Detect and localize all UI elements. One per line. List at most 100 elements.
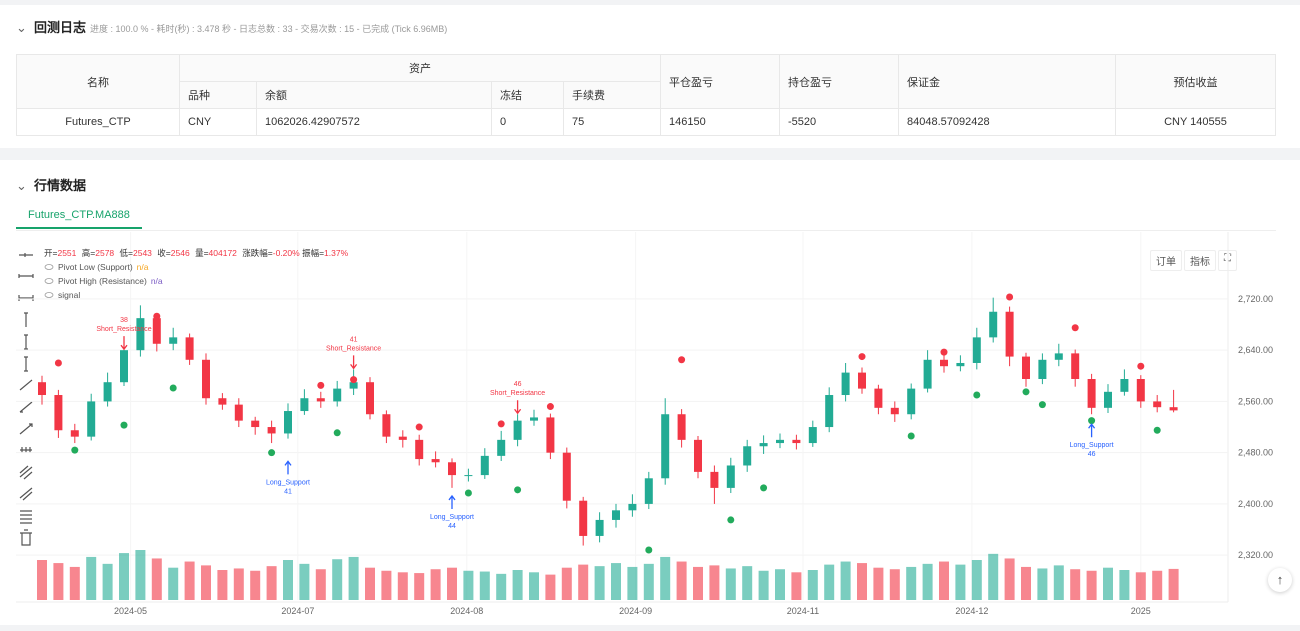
volume-bar bbox=[233, 568, 244, 600]
candle-body bbox=[234, 404, 243, 421]
series-name: Pivot High (Resistance) bbox=[58, 276, 147, 286]
symbol-tab[interactable]: Futures_CTP.MA888 bbox=[16, 203, 142, 229]
volume-bar bbox=[397, 572, 408, 600]
pivot-dot bbox=[760, 484, 768, 492]
x-tick-label: 2024-09 bbox=[619, 606, 652, 616]
tool-icon[interactable] bbox=[19, 487, 33, 501]
volume-bar bbox=[1103, 567, 1113, 600]
candle-body bbox=[464, 475, 473, 477]
candle-body bbox=[595, 519, 604, 536]
candle-body bbox=[644, 478, 653, 504]
signal-number: 38 bbox=[120, 317, 128, 324]
cell: -5520 bbox=[779, 108, 899, 136]
tool-icon[interactable] bbox=[19, 465, 33, 480]
signal-number: 46 bbox=[1088, 451, 1096, 458]
signal-label: Short_Resistance bbox=[96, 326, 151, 333]
series-value: n/a bbox=[151, 276, 163, 286]
tool-icon[interactable] bbox=[20, 447, 32, 453]
tool-icon[interactable] bbox=[24, 356, 28, 372]
cell: 84048.57092428 bbox=[898, 108, 1116, 136]
volume-bar bbox=[693, 566, 703, 600]
volume-bar bbox=[69, 566, 80, 600]
tool-icon[interactable] bbox=[19, 401, 33, 413]
volume-bar bbox=[1053, 565, 1064, 600]
eye-icon bbox=[44, 292, 54, 298]
orders-button[interactable]: 订单 bbox=[1150, 250, 1182, 271]
signal-arrow bbox=[448, 494, 456, 509]
signal: Long_Support 41 bbox=[266, 460, 310, 495]
y-tick-label: 2,560.00 bbox=[1238, 396, 1273, 406]
volume-bar bbox=[217, 570, 228, 600]
volume-bar bbox=[906, 566, 917, 600]
candle-body bbox=[661, 414, 670, 479]
tool-icon[interactable] bbox=[19, 379, 33, 391]
volume-bar bbox=[184, 561, 195, 600]
log-status: 进度 : 100.0 % - 耗时(秒) : 3.478 秒 - 日志总数 : … bbox=[90, 24, 448, 34]
volume-bar bbox=[1152, 570, 1163, 600]
indicators-button[interactable]: 指标 bbox=[1184, 250, 1216, 271]
legend-value: 404172 bbox=[209, 248, 238, 258]
volume-bar bbox=[840, 561, 851, 600]
volume-bar bbox=[1070, 569, 1081, 600]
candle-body bbox=[808, 427, 817, 444]
legend-value: -0.20% bbox=[273, 248, 300, 258]
pivot-dot bbox=[71, 446, 79, 454]
x-tick-label: 2024-12 bbox=[955, 606, 988, 616]
volume-bar bbox=[939, 561, 949, 600]
legend-value: 1.37% bbox=[324, 248, 349, 258]
col-header: 手续费 bbox=[563, 81, 661, 109]
volume-bar bbox=[1119, 570, 1130, 600]
legend-value: 2543 bbox=[133, 248, 152, 258]
volume-bar bbox=[988, 553, 999, 600]
col-header: 名称 bbox=[16, 54, 180, 109]
candle-body bbox=[1071, 353, 1080, 380]
signal-label: Long_Support bbox=[1070, 442, 1114, 449]
tool-icon[interactable] bbox=[24, 334, 28, 350]
volume-bar bbox=[201, 565, 211, 600]
tool-icon[interactable] bbox=[18, 295, 34, 301]
x-tick-label: 2024-11 bbox=[787, 606, 819, 616]
tool-icon[interactable] bbox=[19, 253, 33, 257]
pivot-dot bbox=[546, 403, 554, 411]
tool-icon[interactable] bbox=[24, 312, 28, 327]
candle-body bbox=[87, 401, 96, 437]
signal-label: Short_Resistance bbox=[490, 390, 545, 397]
volume-bar bbox=[479, 571, 490, 600]
signal-arrow bbox=[1088, 423, 1096, 438]
signal-arrow bbox=[350, 355, 358, 370]
scroll-top-button[interactable]: ↑ bbox=[1268, 568, 1292, 592]
pivot-dot bbox=[1088, 417, 1096, 425]
volume-bar bbox=[709, 565, 720, 600]
candle-body bbox=[1169, 407, 1178, 411]
candle-body bbox=[169, 337, 178, 344]
log-title: 回测日志 bbox=[34, 20, 87, 35]
legend-value: 2551 bbox=[57, 248, 76, 258]
candle-body bbox=[546, 417, 555, 453]
y-tick-label: 2,480.00 bbox=[1238, 448, 1273, 458]
volume-bar bbox=[512, 570, 523, 600]
pivot-dot bbox=[1038, 401, 1046, 409]
candle-body bbox=[136, 318, 145, 351]
volume-bar bbox=[1135, 572, 1146, 600]
candle-body bbox=[448, 462, 456, 476]
volume-bar bbox=[807, 570, 818, 600]
candle-body bbox=[923, 359, 932, 389]
pivot-dot bbox=[907, 432, 915, 440]
tool-icon[interactable] bbox=[20, 510, 32, 524]
volume-bar bbox=[758, 570, 769, 600]
col-header: 余额 bbox=[256, 81, 492, 109]
tool-icon[interactable] bbox=[18, 274, 34, 278]
signal-arrow bbox=[514, 400, 522, 415]
tool-icon[interactable] bbox=[20, 529, 32, 546]
market-title: 行情数据 bbox=[34, 178, 87, 193]
volume-bar bbox=[971, 560, 982, 600]
y-tick-label: 2,320.00 bbox=[1238, 550, 1273, 560]
candle-body bbox=[1054, 353, 1063, 360]
volume-bar bbox=[955, 564, 966, 600]
volume-bar bbox=[86, 556, 97, 600]
pivot-dot bbox=[645, 546, 653, 554]
tool-icon[interactable] bbox=[19, 423, 33, 435]
pivot-dot bbox=[333, 429, 341, 437]
series-name: signal bbox=[58, 290, 80, 300]
signal: Long_Support 44 bbox=[430, 494, 474, 530]
